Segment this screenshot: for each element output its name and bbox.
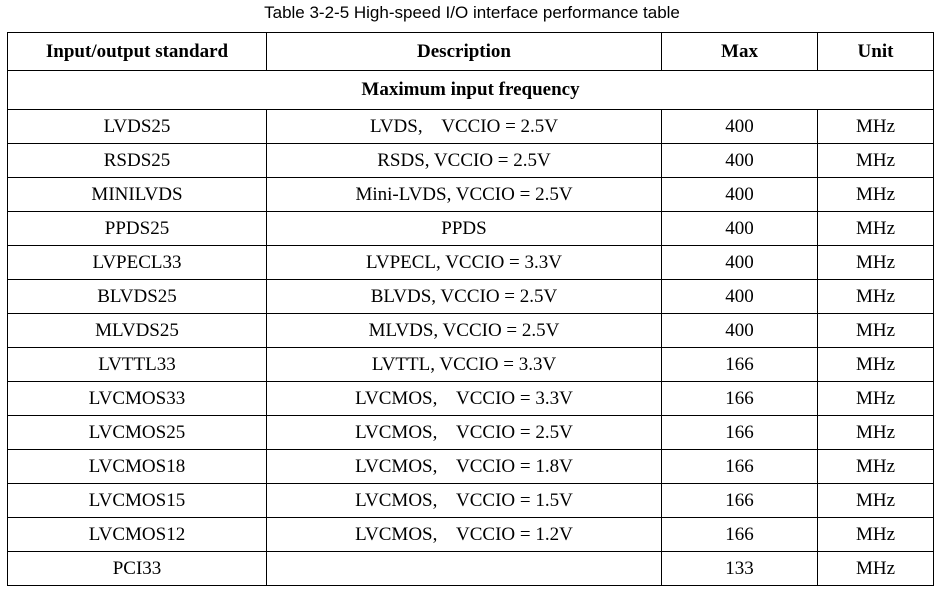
table-row: RSDS25 RSDS, VCCIO = 2.5V 400 MHz (7, 143, 934, 178)
cell-description (266, 551, 662, 586)
cell-description: RSDS, VCCIO = 2.5V (266, 143, 662, 178)
performance-table: Input/output standard Description Max Un… (7, 32, 934, 586)
cell-unit: MHz (817, 449, 934, 484)
cell-unit: MHz (817, 347, 934, 382)
cell-max: 133 (661, 551, 818, 586)
column-header-max: Max (661, 32, 818, 71)
table-row: LVCMOS15 LVCMOS, VCCIO = 1.5V 166 MHz (7, 483, 934, 518)
cell-standard: LVPECL33 (7, 245, 267, 280)
cell-standard: LVDS25 (7, 109, 267, 144)
cell-unit: MHz (817, 279, 934, 314)
cell-description: PPDS (266, 211, 662, 246)
cell-description: LVCMOS, VCCIO = 1.8V (266, 449, 662, 484)
cell-standard: LVTTL33 (7, 347, 267, 382)
cell-unit: MHz (817, 517, 934, 552)
table-row: BLVDS25 BLVDS, VCCIO = 2.5V 400 MHz (7, 279, 934, 314)
cell-max: 400 (661, 109, 818, 144)
column-header-standard: Input/output standard (7, 32, 267, 71)
cell-max: 166 (661, 483, 818, 518)
cell-description: LVTTL, VCCIO = 3.3V (266, 347, 662, 382)
cell-unit: MHz (817, 211, 934, 246)
table-row: LVCMOS25 LVCMOS, VCCIO = 2.5V 166 MHz (7, 415, 934, 450)
cell-description: LVDS, VCCIO = 2.5V (266, 109, 662, 144)
cell-max: 166 (661, 415, 818, 450)
cell-description: Mini-LVDS, VCCIO = 2.5V (266, 177, 662, 212)
column-header-description: Description (266, 32, 662, 71)
cell-description: LVCMOS, VCCIO = 1.5V (266, 483, 662, 518)
cell-standard: LVCMOS15 (7, 483, 267, 518)
column-header-unit: Unit (817, 32, 934, 71)
table-caption: Table 3-2-5 High-speed I/O interface per… (264, 3, 680, 22)
table-row: LVTTL33 LVTTL, VCCIO = 3.3V 166 MHz (7, 347, 934, 382)
table-row: MINILVDS Mini-LVDS, VCCIO = 2.5V 400 MHz (7, 177, 934, 212)
cell-max: 400 (661, 313, 818, 348)
table-row: LVDS25 LVDS, VCCIO = 2.5V 400 MHz (7, 109, 934, 144)
cell-standard: LVCMOS25 (7, 415, 267, 450)
cell-standard: MLVDS25 (7, 313, 267, 348)
cell-max: 400 (661, 245, 818, 280)
cell-max: 166 (661, 347, 818, 382)
table-row: LVPECL33 LVPECL, VCCIO = 3.3V 400 MHz (7, 245, 934, 280)
cell-standard: PCI33 (7, 551, 267, 586)
cell-standard: MINILVDS (7, 177, 267, 212)
cell-standard: PPDS25 (7, 211, 267, 246)
cell-unit: MHz (817, 415, 934, 450)
cell-description: LVCMOS, VCCIO = 1.2V (266, 517, 662, 552)
table-row: LVCMOS18 LVCMOS, VCCIO = 1.8V 166 MHz (7, 449, 934, 484)
cell-max: 166 (661, 449, 818, 484)
cell-description: LVPECL, VCCIO = 3.3V (266, 245, 662, 280)
cell-max: 400 (661, 211, 818, 246)
cell-description: BLVDS, VCCIO = 2.5V (266, 279, 662, 314)
cell-max: 400 (661, 279, 818, 314)
cell-unit: MHz (817, 551, 934, 586)
cell-unit: MHz (817, 143, 934, 178)
cell-max: 166 (661, 517, 818, 552)
cell-description: MLVDS, VCCIO = 2.5V (266, 313, 662, 348)
cell-unit: MHz (817, 313, 934, 348)
table-row: LVCMOS12 LVCMOS, VCCIO = 1.2V 166 MHz (7, 517, 934, 552)
cell-standard: RSDS25 (7, 143, 267, 178)
cell-standard: LVCMOS18 (7, 449, 267, 484)
table-row: PCI33 133 MHz (7, 551, 934, 586)
cell-unit: MHz (817, 177, 934, 212)
table-row: MLVDS25 MLVDS, VCCIO = 2.5V 400 MHz (7, 313, 934, 348)
cell-max: 166 (661, 381, 818, 416)
cell-standard: BLVDS25 (7, 279, 267, 314)
header-row: Input/output standard Description Max Un… (7, 32, 934, 71)
cell-max: 400 (661, 143, 818, 178)
section-title: Maximum input frequency (7, 70, 934, 110)
section-row: Maximum input frequency (7, 70, 934, 110)
cell-unit: MHz (817, 381, 934, 416)
table-row: PPDS25 PPDS 400 MHz (7, 211, 934, 246)
table-row: LVCMOS33 LVCMOS, VCCIO = 3.3V 166 MHz (7, 381, 934, 416)
cell-unit: MHz (817, 245, 934, 280)
cell-unit: MHz (817, 109, 934, 144)
cell-description: LVCMOS, VCCIO = 2.5V (266, 415, 662, 450)
cell-description: LVCMOS, VCCIO = 3.3V (266, 381, 662, 416)
cell-unit: MHz (817, 483, 934, 518)
cell-standard: LVCMOS12 (7, 517, 267, 552)
cell-max: 400 (661, 177, 818, 212)
cell-standard: LVCMOS33 (7, 381, 267, 416)
